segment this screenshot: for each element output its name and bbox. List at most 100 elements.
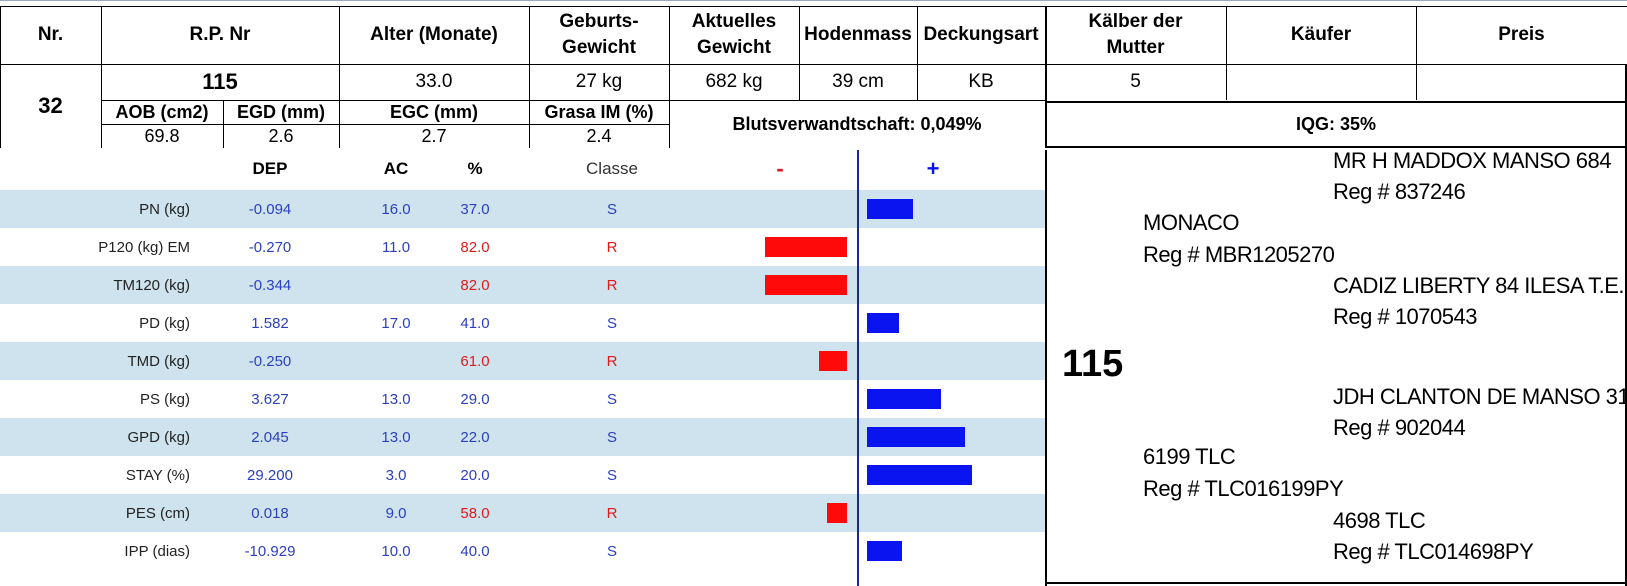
dep-row-pct: 20.0	[460, 466, 490, 484]
dep-header-row: DEP AC % Classe - +	[0, 150, 1045, 190]
dep-bar-minus	[765, 237, 847, 257]
dep-row-classe: S	[606, 428, 617, 446]
dep-row-label: PES (cm)	[125, 504, 190, 522]
dep-bar-plus	[867, 541, 902, 561]
dep-row: STAY (%) 29.200 3.0 20.0 S	[0, 456, 1045, 494]
dep-row-classe: S	[606, 314, 617, 332]
egd-value: 2.6	[268, 125, 294, 146]
ac-header: AC	[383, 159, 409, 178]
dep-row-classe: R	[606, 504, 618, 522]
pedigree-sire: MONACO	[1143, 210, 1240, 235]
dep-row-label: TMD (kg)	[127, 352, 191, 370]
dep-row-label: PS (kg)	[139, 390, 190, 408]
dep-row-classe: R	[606, 352, 618, 370]
dep-row-dep: -0.344	[248, 276, 292, 294]
dep-row-ac: 16.0	[381, 200, 411, 218]
dep-row-ac: 10.0	[381, 542, 411, 560]
pedigree-dam-sire-reg: Reg # 902044	[1333, 415, 1466, 440]
dep-row-dep: -10.929	[244, 542, 296, 560]
pedigree-animal: 115	[1062, 343, 1124, 385]
animal-rp-nr: 115	[202, 69, 238, 94]
buyer-field[interactable]	[1226, 64, 1416, 100]
header-geburtsgewicht: Geburts- Gewicht	[559, 11, 639, 58]
dep-row-pct: 61.0	[460, 352, 490, 370]
header-alter: Alter (Monate)	[370, 24, 498, 45]
dep-row-dep: -0.094	[248, 200, 292, 218]
pedigree-sire-dam-reg: Reg # 1070543	[1333, 304, 1477, 329]
pedigree-dam-reg: Reg # TLC016199PY	[1143, 476, 1344, 501]
dep-row-label: PD (kg)	[139, 314, 190, 332]
dep-row-dep: 29.200	[247, 466, 293, 484]
dep-row-classe: R	[606, 276, 618, 294]
dep-row-dep: -0.250	[248, 352, 292, 370]
dep-row-ac	[366, 266, 426, 304]
animal-geburtsgewicht: 27 kg	[575, 71, 623, 92]
header-rp-nr: R.P. Nr	[189, 24, 251, 45]
dep-row-ac: 9.0	[385, 504, 407, 522]
dep-row: TM120 (kg) -0.344 82.0 R	[0, 266, 1045, 304]
pedigree-sire-dam: CADIZ LIBERTY 84 ILESA T.E.	[1333, 273, 1624, 298]
pedigree: 115 MONACO Reg # MBR1205270 MR H MADDOX …	[1047, 148, 1627, 586]
dep-rows: PN (kg) -0.094 16.0 37.0 S P120 (kg) EM -0.270…	[0, 190, 1045, 586]
dep-bar-minus	[819, 351, 847, 371]
animal-alter: 33.0	[415, 71, 453, 92]
dep-row: PS (kg) 3.627 13.0 29.0 S	[0, 380, 1045, 418]
animal-hodenmass: 39 cm	[832, 71, 884, 92]
dep-row: GPD (kg) 2.045 13.0 22.0 S	[0, 418, 1045, 456]
dep-table: DEP AC % Classe - + PN (kg) -0.094 16.0 37.…	[0, 150, 1047, 586]
classe-header: Classe	[586, 159, 638, 178]
dep-row-pct: 29.0	[460, 390, 490, 408]
dep-row-pct: 37.0	[460, 200, 490, 218]
dep-row-classe: S	[606, 466, 617, 484]
grasa-value: 2.4	[586, 125, 612, 146]
dep-row-dep: 0.018	[251, 504, 289, 522]
animal-aktuelles-gewicht: 682 kg	[705, 71, 763, 92]
dep-bar-plus	[867, 389, 941, 409]
dep-row-pct: 58.0	[460, 504, 490, 522]
egc-value: 2.7	[421, 125, 447, 146]
pedigree-sire-sire: MR H MADDOX MANSO 684	[1333, 148, 1612, 173]
header-aktuelles-gewicht: Aktuelles Gewicht	[691, 11, 777, 58]
dep-row-ac: 3.0	[385, 466, 407, 484]
pedigree-dam-dam-reg: Reg # TLC014698PY	[1333, 539, 1534, 564]
pedigree-sire-sire-reg: Reg # 837246	[1333, 179, 1466, 204]
dep-row-pct: 82.0	[460, 238, 490, 256]
dep-bar-plus	[867, 313, 899, 333]
pedigree-sire-reg: Reg # MBR1205270	[1143, 242, 1335, 267]
dep-row: PES (cm) 0.018 9.0 58.0 R	[0, 494, 1045, 532]
dep-row-label: GPD (kg)	[127, 428, 190, 446]
dep-row-classe: S	[606, 542, 617, 560]
dep-bar-minus	[765, 275, 847, 295]
egc-label: EGC (mm)	[389, 102, 478, 122]
price-field[interactable]	[1416, 64, 1627, 100]
dep-row-dep: 1.582	[251, 314, 289, 332]
dep-row-ac: 13.0	[381, 428, 411, 446]
dep-row: P120 (kg) EM -0.270 11.0 82.0 R	[0, 228, 1045, 266]
minus-header: -	[776, 156, 784, 181]
aob-label: AOB (cm2)	[115, 102, 209, 122]
dep-row-ac: 17.0	[381, 314, 411, 332]
dep-row: IPP (dias) -10.929 10.0 40.0 S	[0, 532, 1045, 570]
dep-row-ac: 13.0	[381, 390, 411, 408]
dep-row-label: P120 (kg) EM	[98, 238, 190, 256]
pedigree-dam-dam: 4698 TLC	[1333, 508, 1426, 533]
plus-header: +	[926, 156, 940, 181]
dep-row-label: IPP (dias)	[124, 542, 190, 560]
animal-kaelber: 5	[1130, 71, 1141, 92]
pedigree-dam: 6199 TLC	[1143, 444, 1236, 469]
dep-row-label: TM120 (kg)	[113, 276, 190, 294]
dep-row-classe: R	[606, 238, 618, 256]
dep-row-ac	[366, 342, 426, 380]
dep-row-label: PN (kg)	[139, 200, 190, 218]
dep-row-pct: 40.0	[460, 542, 490, 560]
dep-bar-minus	[827, 503, 847, 523]
header-hodenmass: Hodenmass	[804, 24, 912, 45]
header-nr: Nr.	[37, 24, 64, 45]
aob-value: 69.8	[144, 125, 180, 146]
header-deckungsart: Deckungsart	[923, 24, 1039, 45]
dep-bar-plus	[867, 199, 913, 219]
dep-row-classe: S	[606, 200, 617, 218]
dep-row-pct: 41.0	[460, 314, 490, 332]
header-preis: Preis	[1498, 24, 1545, 45]
dep-row-pct: 82.0	[460, 276, 490, 294]
